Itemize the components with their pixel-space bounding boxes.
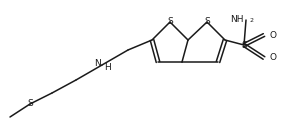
Text: NH: NH [230,15,244,23]
Text: S: S [204,18,210,26]
Text: S: S [27,100,33,108]
Text: N: N [94,59,101,67]
Text: H: H [104,62,111,72]
Text: S: S [167,18,173,26]
Text: O: O [269,53,276,62]
Text: S: S [241,40,247,50]
Text: 2: 2 [249,18,253,23]
Text: O: O [269,31,276,40]
